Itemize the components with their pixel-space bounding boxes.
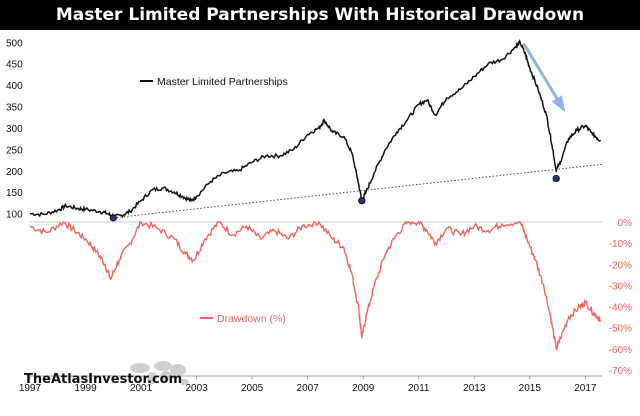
world-map-icon: [130, 361, 189, 385]
drawdown-line: [29, 220, 602, 352]
x-tick-label: 2009: [352, 383, 375, 394]
legends: Master Limited Partnerships Drawdown (%): [140, 76, 288, 325]
x-axis: 1997 1999 2001 2003 2005 2007 2009 2011 2013 2015…: [19, 375, 602, 394]
trough-marker: [358, 197, 366, 205]
price-tick-label: 150: [6, 188, 23, 199]
x-tick-label: 2005: [241, 383, 264, 394]
drawdown-tick-label: -40%: [609, 303, 632, 314]
price-tick-label: 500: [6, 38, 23, 49]
x-tick-label: 2007: [297, 383, 320, 394]
trend-line: [113, 163, 603, 219]
map-landmass: [160, 371, 172, 381]
x-tick-label: 1997: [19, 383, 42, 394]
price-tick-label: 350: [6, 103, 23, 114]
price-tick-label: 200: [6, 167, 23, 178]
arrow-shaft: [522, 42, 565, 111]
map-landmass: [147, 372, 157, 384]
drawdown-y-axis: 0% -10% -20% -30% -40% -50% -60% -70%: [609, 218, 632, 377]
x-tick-label: 2017: [574, 383, 597, 394]
x-tick-label: 2001: [130, 383, 153, 394]
chart-title: Master Limited Partnerships With Histori…: [55, 5, 585, 25]
map-landmass: [170, 364, 186, 376]
drawdown-tick-label: -60%: [609, 345, 632, 356]
price-tick-label: 250: [6, 145, 23, 156]
price-tick-label: 450: [6, 60, 23, 71]
trough-marker: [109, 214, 117, 222]
price-line: [29, 39, 602, 221]
drawdown-tick-label: 0%: [618, 218, 633, 229]
drawdown-tick-label: -70%: [609, 366, 632, 377]
price-y-axis: 100 150 200 250 300 350 400 450 500: [6, 38, 23, 220]
x-tick-label: 2011: [408, 383, 430, 394]
legend-price-label: Master Limited Partnerships: [157, 76, 288, 88]
legend-drawdown-label: Drawdown (%): [217, 313, 286, 325]
map-landmass: [179, 379, 189, 385]
price-tick-label: 100: [6, 210, 23, 221]
drawdown-tick-label: -20%: [609, 260, 632, 271]
map-landmass: [154, 361, 172, 371]
title-bar: Master Limited Partnerships With Histori…: [0, 0, 640, 30]
x-tick-label: 2003: [185, 383, 208, 394]
trough-markers: [109, 174, 560, 222]
drawdown-series: [29, 220, 602, 352]
decline-arrow: [522, 42, 566, 113]
trough-marker: [552, 174, 560, 183]
drawdown-tick-label: -30%: [609, 281, 632, 292]
x-tick-label: 1999: [74, 383, 97, 394]
x-tick-label: 2015: [519, 383, 542, 394]
map-landmass: [130, 363, 150, 373]
x-tick-label: 2013: [463, 383, 486, 394]
watermark-text: TheAtlasInvestor.com: [24, 372, 183, 387]
drawdown-tick-label: -10%: [609, 239, 632, 250]
price-tick-label: 300: [6, 124, 23, 135]
arrow-head: [551, 95, 566, 113]
price-tick-label: 400: [6, 81, 23, 92]
price-series: [29, 39, 603, 221]
drawdown-tick-label: -50%: [609, 324, 632, 335]
chart: 100 150 200 250 300 350 400 450 500 0% -10% -20% -3…: [6, 38, 632, 394]
